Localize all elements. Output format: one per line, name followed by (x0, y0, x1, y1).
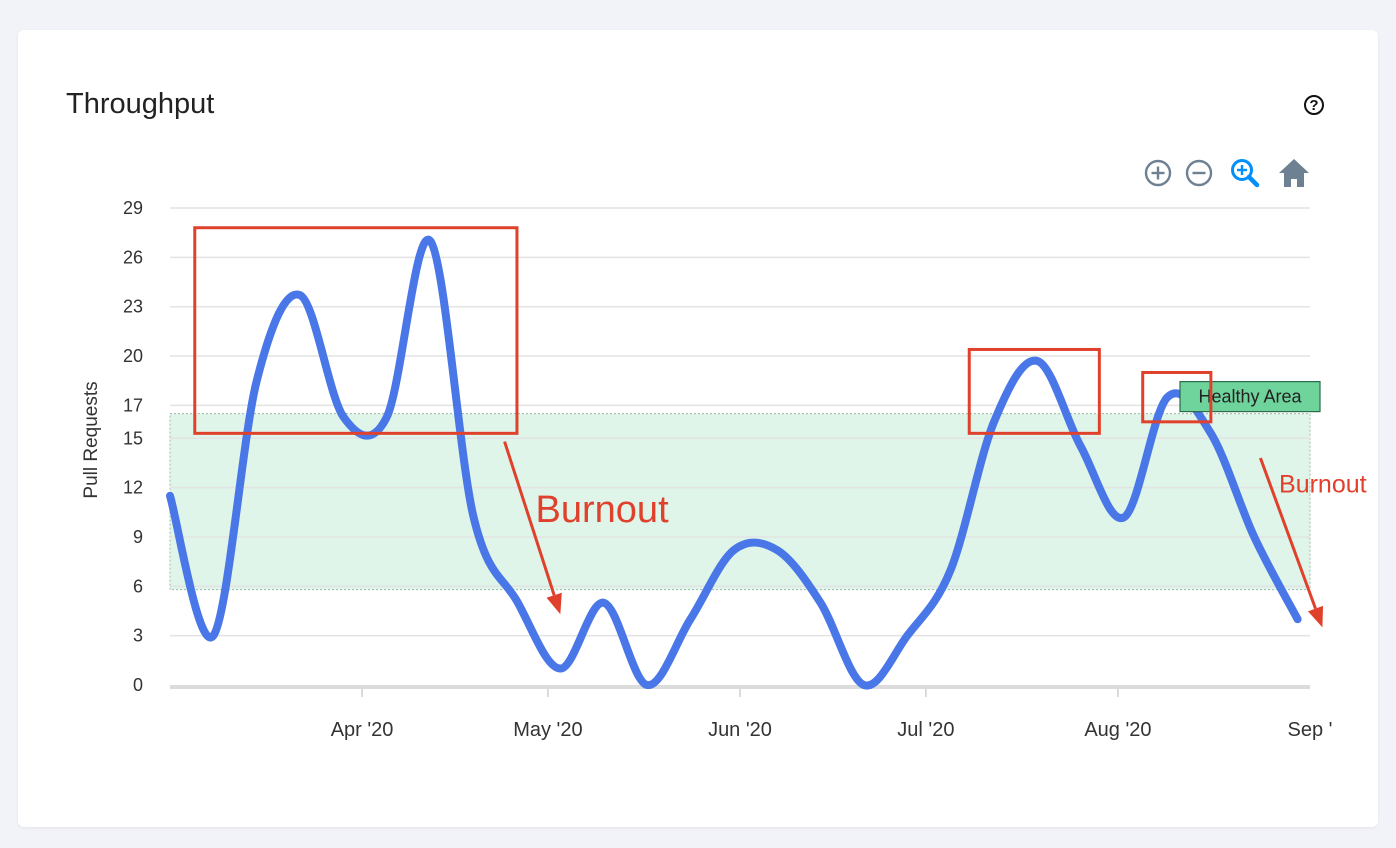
y-tick-label: 20 (123, 346, 143, 366)
question-circle-icon[interactable]: ? (1304, 95, 1324, 115)
healthy-area-label-box (1179, 381, 1321, 413)
highlight-box (1141, 370, 1213, 424)
burnout-arrow-head (1308, 605, 1324, 628)
magnifier-zoom-icon (1231, 159, 1260, 188)
y-tick-label: 9 (133, 527, 143, 547)
selection-zoom-button[interactable] (1227, 156, 1263, 192)
highlight-box (967, 347, 1101, 435)
burnout-arrow-line (1259, 457, 1317, 610)
y-tick-label: 3 (133, 626, 143, 646)
y-tick-label: 29 (123, 198, 143, 218)
healthy-area-band (169, 413, 1311, 591)
burnout-label: Burnout (536, 489, 670, 531)
x-tick-label: Aug '20 (1084, 719, 1151, 741)
reset-zoom-button[interactable] (1276, 156, 1312, 192)
zoom-in-button[interactable] (1140, 156, 1176, 192)
x-tick-label: Sep ' (1288, 719, 1333, 741)
y-tick-label: 23 (123, 297, 143, 317)
zoom-out-circle-icon (1185, 159, 1213, 187)
y-tick-label: 26 (123, 247, 143, 267)
y-axis-label: Pull Requests (81, 381, 102, 498)
highlight-box (193, 226, 519, 435)
y-tick-label: 15 (123, 428, 143, 448)
y-tick-label: 0 (133, 675, 143, 695)
x-tick-label: Jun '20 (708, 719, 772, 741)
zoom-in-circle-icon (1144, 159, 1172, 187)
zoom-out-button[interactable] (1181, 156, 1217, 192)
x-tick-label: May '20 (513, 719, 582, 741)
x-tick-label: Jul '20 (897, 719, 954, 741)
y-tick-label: 12 (123, 478, 143, 498)
burnout-label: Burnout (1279, 471, 1367, 499)
burnout-arrow-head (546, 592, 562, 615)
x-tick-label: Apr '20 (331, 719, 394, 741)
home-icon (1279, 159, 1309, 187)
burnout-arrow-line (503, 441, 556, 596)
y-tick-label: 6 (133, 576, 143, 596)
card-title: Throughput (66, 88, 215, 120)
y-tick-label: 17 (123, 395, 143, 415)
healthy-area-label: Healthy Area (1198, 387, 1302, 407)
